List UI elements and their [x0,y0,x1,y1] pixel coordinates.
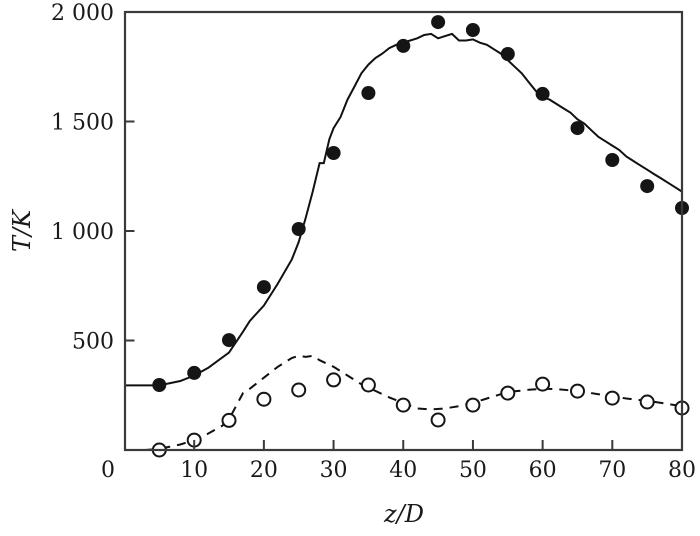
solid-curve [124,32,683,387]
x-tick-label: 0 [101,458,115,483]
filled-data-point [640,179,655,194]
x-tick-label: 40 [389,458,417,483]
open-data-point [430,412,446,428]
x-axis-ticks: 0 10 20 30 40 50 60 70 80 [101,440,696,483]
filled-data-point [256,280,271,295]
plot-lines [124,32,683,451]
y-tick-label: 2 000 [51,1,114,26]
filled-data-point [605,153,620,167]
x-tick-label: 80 [668,458,696,483]
filled-data-point [152,378,167,392]
open-data-point [395,397,411,413]
x-tick-label: 50 [459,458,487,483]
y-tick-label: 1 500 [51,111,114,136]
filled-data-point [222,333,236,348]
x-tick-label: 70 [598,458,626,483]
open-data-point [570,383,585,399]
filled-data-point [396,38,411,53]
x-tick-label: 30 [320,458,348,483]
filled-data-point [291,222,306,236]
open-data-point [291,382,307,398]
y-tick-label: 500 [72,330,114,355]
y-axis-ticks: 500 1 000 1 500 2 000 [51,1,135,355]
filled-data-point [431,15,446,30]
filled-data-point [361,86,376,100]
x-axis-label: z/D [383,500,424,528]
filled-data-point [500,47,515,61]
x-tick-label: 20 [250,458,278,483]
x-tick-label: 60 [529,458,557,483]
open-data-point [360,377,376,393]
open-data-point [256,391,272,407]
open-data-point [639,394,655,410]
open-data-point [465,397,481,413]
plot-points [151,15,690,458]
filled-data-point [535,86,550,101]
y-axis-label: T/K [8,208,36,252]
filled-data-point [570,121,585,136]
y-tick-label: 1 000 [51,220,114,245]
filled-data-point [326,146,341,160]
filled-data-point [187,365,202,380]
open-data-point [604,390,620,406]
open-data-point [221,412,237,428]
dashed-curve [145,354,683,451]
open-data-point [326,372,342,388]
x-tick-label: 10 [180,458,208,483]
open-data-point [500,385,516,401]
open-data-point [535,376,551,392]
filled-data-point [465,23,480,37]
axis-frame [123,10,684,452]
